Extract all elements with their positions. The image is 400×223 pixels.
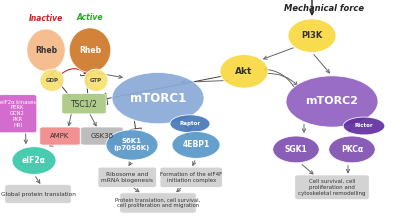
FancyBboxPatch shape — [0, 95, 37, 133]
Text: S6K1
(p70S6K): S6K1 (p70S6K) — [114, 138, 150, 151]
Text: Protein translation, cell survival,
cell proliferation and migration: Protein translation, cell survival, cell… — [115, 198, 201, 208]
Ellipse shape — [172, 132, 220, 158]
Ellipse shape — [69, 28, 111, 72]
Text: Rheb: Rheb — [35, 46, 57, 55]
Text: PKCα: PKCα — [341, 145, 363, 154]
Text: mTORC1: mTORC1 — [130, 92, 186, 105]
Text: 4EBP1: 4EBP1 — [182, 140, 210, 149]
Text: Ribosome and
mRNA biogenesis: Ribosome and mRNA biogenesis — [101, 172, 153, 183]
Ellipse shape — [220, 55, 268, 88]
Text: AMPK: AMPK — [50, 133, 70, 139]
Text: GTP: GTP — [90, 78, 102, 83]
Text: Cell survival, cell
proliferation and
cytoskeletal remodelling: Cell survival, cell proliferation and cy… — [298, 179, 366, 196]
FancyBboxPatch shape — [62, 94, 106, 114]
Text: Raptor: Raptor — [180, 121, 200, 126]
Ellipse shape — [286, 76, 378, 127]
Text: GDP: GDP — [46, 78, 58, 83]
FancyBboxPatch shape — [120, 193, 196, 213]
Ellipse shape — [329, 136, 375, 163]
Text: eIF2α: eIF2α — [22, 156, 46, 165]
FancyBboxPatch shape — [98, 167, 156, 187]
Ellipse shape — [343, 117, 385, 135]
Ellipse shape — [112, 72, 204, 124]
Ellipse shape — [288, 19, 336, 52]
FancyBboxPatch shape — [81, 127, 123, 145]
Text: GSK3β: GSK3β — [90, 133, 114, 139]
Ellipse shape — [273, 136, 319, 163]
Text: Inactive: Inactive — [29, 14, 63, 23]
Text: mTORC2: mTORC2 — [306, 97, 358, 106]
Text: Global protein translation: Global protein translation — [0, 192, 76, 196]
Text: Mechanical force: Mechanical force — [284, 4, 364, 13]
Ellipse shape — [106, 130, 158, 160]
FancyBboxPatch shape — [160, 167, 222, 187]
Text: Rheb: Rheb — [79, 46, 101, 55]
Ellipse shape — [40, 69, 64, 91]
Text: Active: Active — [77, 13, 103, 22]
Text: Rictor: Rictor — [355, 124, 373, 128]
Text: Formation of the eIF4F
initiation complex: Formation of the eIF4F initiation comple… — [160, 172, 222, 183]
Text: eIF2α kinases
PERK
GCN2
PKR
HRI: eIF2α kinases PERK GCN2 PKR HRI — [0, 100, 36, 128]
FancyBboxPatch shape — [40, 127, 80, 145]
Text: PI3K: PI3K — [301, 31, 323, 40]
Text: Akt: Akt — [235, 67, 253, 76]
FancyBboxPatch shape — [5, 185, 71, 203]
FancyBboxPatch shape — [295, 175, 369, 200]
Ellipse shape — [27, 29, 65, 71]
Ellipse shape — [84, 69, 108, 91]
Ellipse shape — [12, 147, 56, 174]
Ellipse shape — [170, 115, 210, 133]
Text: TSC1/2: TSC1/2 — [71, 99, 97, 108]
Text: SGK1: SGK1 — [285, 145, 307, 154]
